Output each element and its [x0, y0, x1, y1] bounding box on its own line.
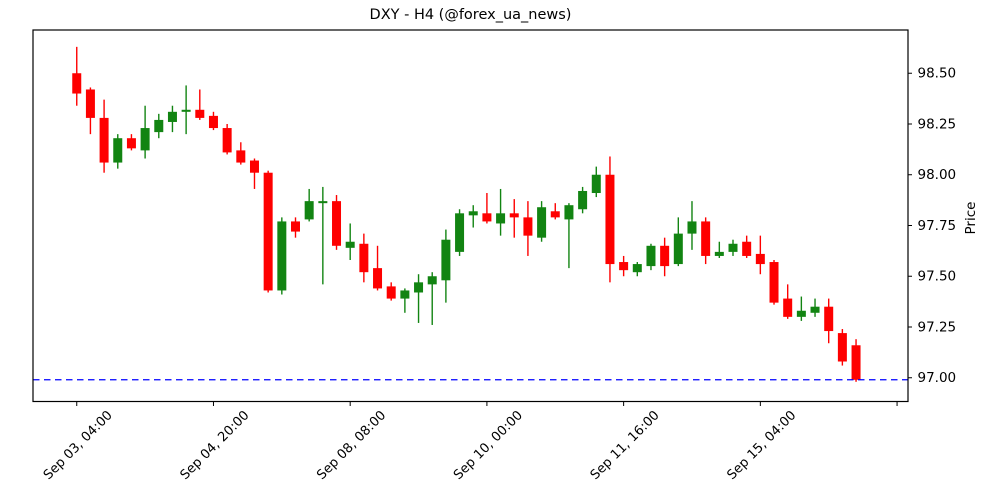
- candle-body-down: [195, 109, 205, 118]
- candle-body-up: [140, 128, 150, 151]
- candle-body-down: [523, 217, 533, 236]
- candle-body-down: [824, 306, 834, 332]
- chart-title: DXY - H4 (@forex_ua_news): [369, 7, 572, 23]
- candle-body-up: [277, 221, 287, 291]
- x-tick-label: Sep 04, 20:00: [178, 408, 253, 483]
- candle-body-up: [441, 239, 451, 281]
- candle-body-down: [85, 89, 95, 118]
- candle-body-up: [468, 211, 478, 216]
- y-tick-label: 97.75: [918, 218, 957, 234]
- candle-body-up: [578, 190, 588, 210]
- candle-body-down: [550, 211, 560, 218]
- candle-body-down: [660, 245, 670, 267]
- candle-body-up: [591, 174, 601, 194]
- candle-body-up: [673, 233, 683, 265]
- candle-body-down: [742, 241, 752, 256]
- candle-body-down: [619, 262, 629, 271]
- candle-body-up: [167, 111, 177, 122]
- candle-body-down: [605, 174, 615, 265]
- candle-body-up: [646, 245, 656, 267]
- candle-body-up: [537, 207, 547, 238]
- candle-body-down: [236, 150, 246, 163]
- candle-body-down: [291, 221, 300, 232]
- candle-body-up: [113, 138, 123, 163]
- x-tick-label: Sep 03, 04:00: [41, 408, 116, 483]
- candle-body-down: [222, 128, 232, 153]
- x-tick-label: Sep 10, 00:00: [451, 408, 526, 483]
- candle-body-up: [496, 213, 506, 224]
- candle-body-down: [837, 333, 847, 362]
- candle-body-up: [318, 201, 328, 204]
- candle-body-up: [810, 306, 820, 313]
- y-tick-label: 97.50: [918, 269, 957, 285]
- candle-body-down: [783, 298, 793, 317]
- y-tick-label: 97.00: [918, 370, 957, 386]
- plot-border: [32, 29, 909, 403]
- candle-body-down: [769, 262, 779, 303]
- candle-body-down: [126, 138, 136, 149]
- candle-body-down: [208, 115, 218, 129]
- y-tick-label: 97.25: [918, 319, 957, 335]
- x-tick-label: Sep 15, 04:00: [724, 408, 799, 483]
- candle-body-up: [414, 282, 424, 293]
- candle-body-up: [564, 205, 574, 220]
- x-tick-label: Sep 11, 16:00: [588, 408, 663, 483]
- candle-body-down: [386, 286, 396, 299]
- candle-body-up: [714, 251, 724, 256]
- candle-body-down: [332, 201, 342, 246]
- candle-body-down: [373, 268, 383, 289]
- y-tick-label: 98.25: [918, 116, 957, 132]
- candle-body-down: [755, 253, 765, 265]
- y-tick-label: 98.00: [918, 167, 957, 183]
- candle-body-down: [509, 213, 519, 218]
- x-tick-label: Sep 08, 08:00: [314, 408, 389, 483]
- candle-body-up: [154, 119, 164, 133]
- candle-body-down: [482, 213, 492, 222]
- candle-body-up: [455, 213, 465, 252]
- candle-body-down: [851, 345, 861, 380]
- candle-body-up: [687, 221, 697, 234]
- candle-body-up: [400, 290, 410, 299]
- candle-body-down: [263, 172, 273, 291]
- candle-body-up: [181, 109, 191, 112]
- candle-body-up: [304, 201, 314, 220]
- candle-body-down: [99, 117, 109, 163]
- candle-body-down: [72, 73, 82, 94]
- candle-body-up: [345, 241, 355, 248]
- candle-body-up: [427, 276, 437, 285]
- y-tick-label: 98.50: [918, 66, 957, 82]
- candle-body-up: [632, 264, 642, 273]
- candle-body-down: [701, 221, 711, 256]
- candle-body-down: [249, 160, 259, 173]
- candle-body-down: [359, 243, 369, 273]
- y-axis-label: Price: [963, 201, 979, 235]
- candle-body-up: [728, 243, 738, 252]
- candle-body-up: [796, 310, 806, 317]
